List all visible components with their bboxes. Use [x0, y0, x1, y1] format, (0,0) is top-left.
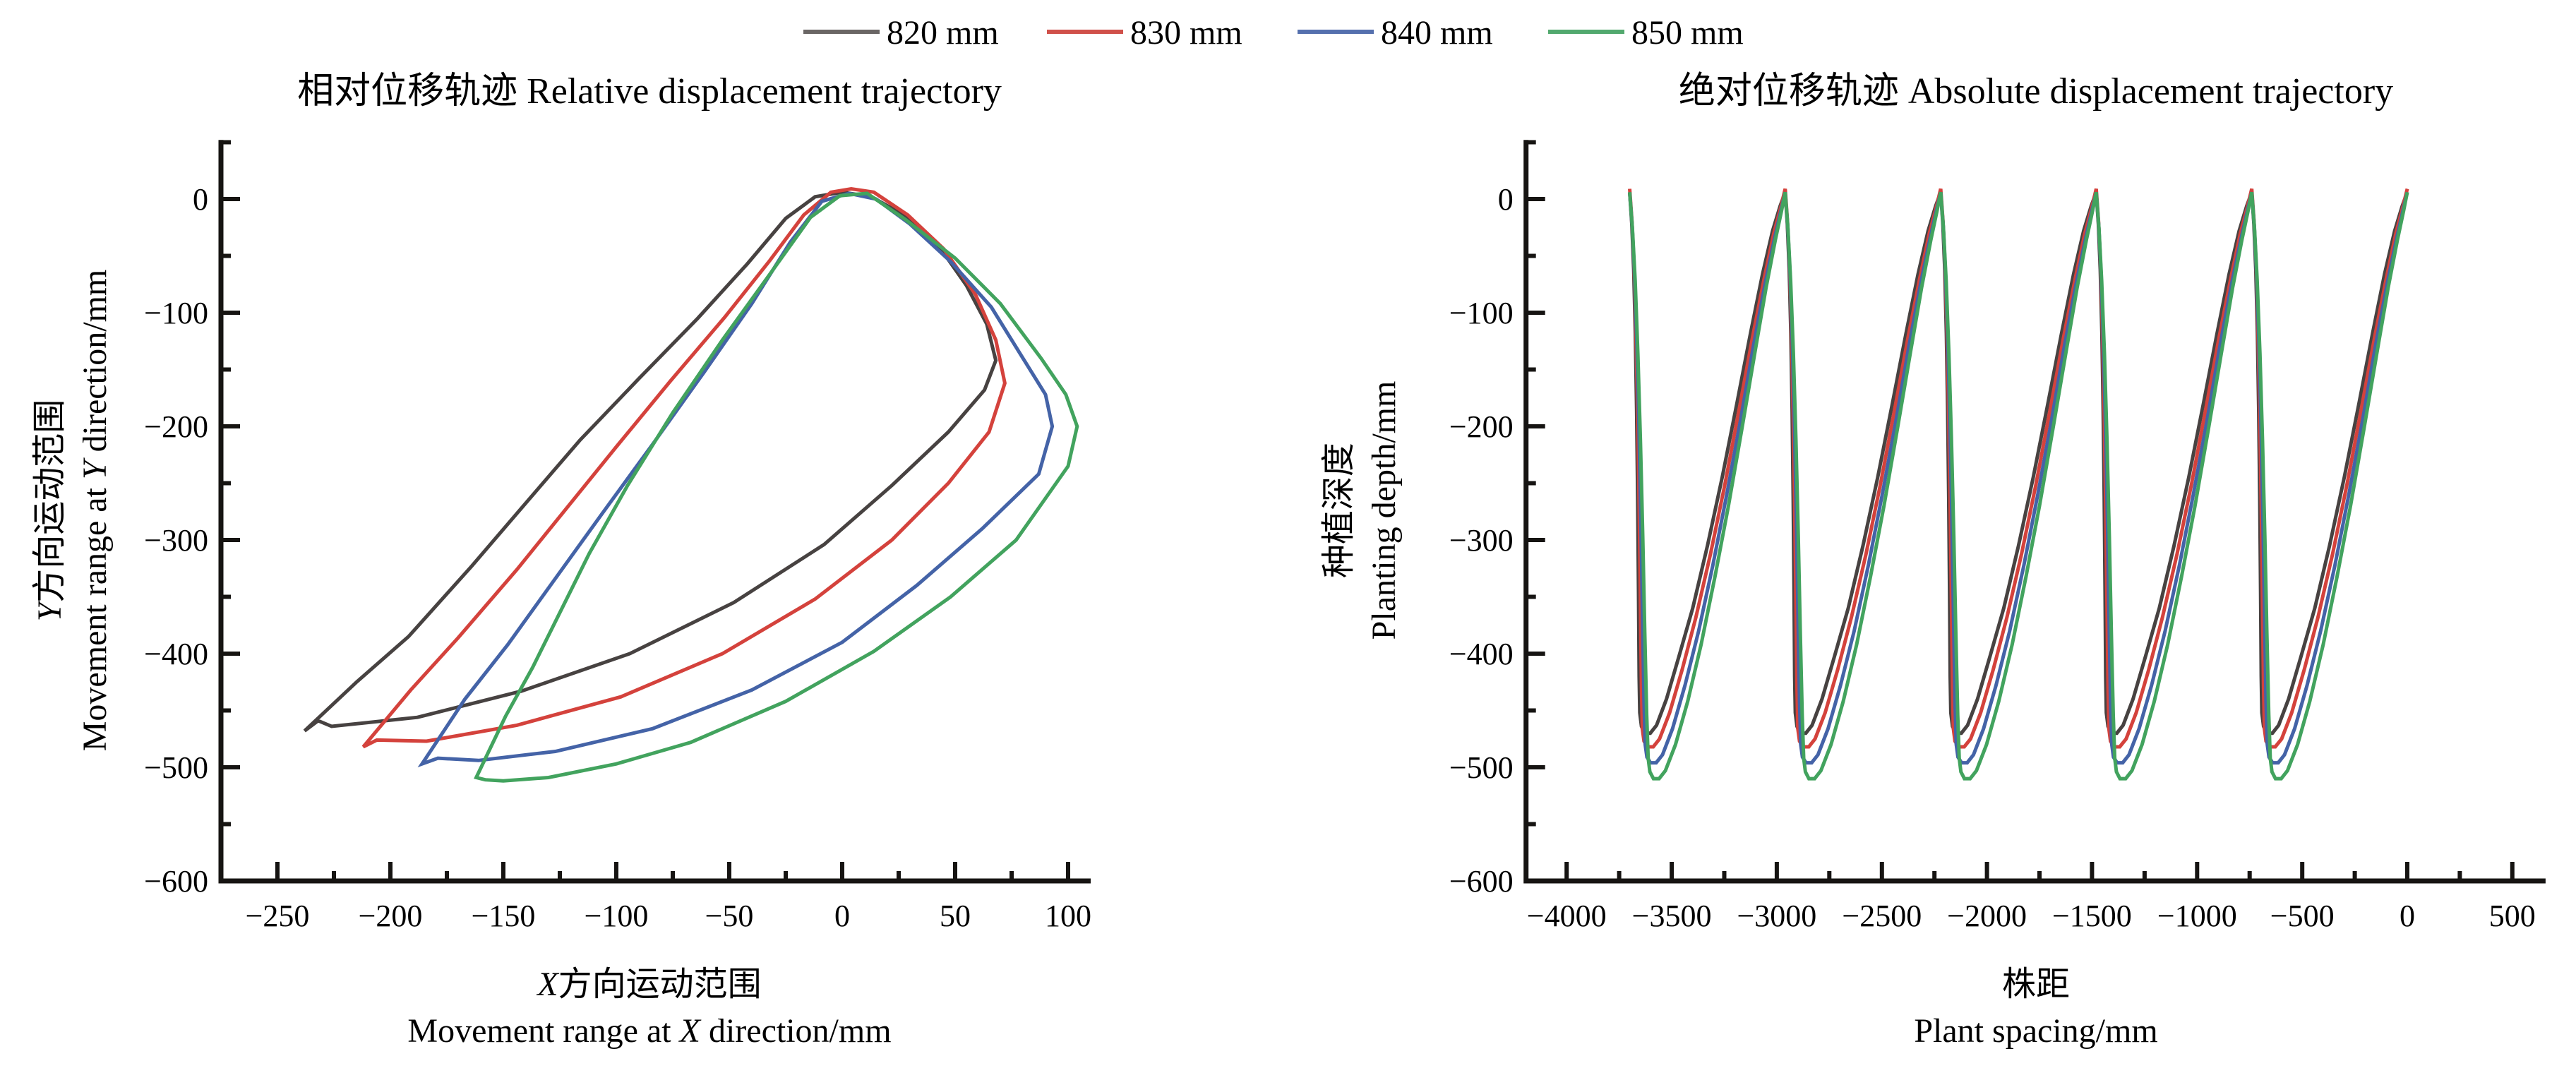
curve-830mm: [1628, 188, 2409, 749]
curve-840mm: [1628, 191, 2409, 765]
y-tick-label: −600: [144, 864, 208, 899]
x-tick-label: 0: [834, 899, 850, 933]
y-tick-label: −500: [1449, 750, 1514, 785]
curve-820mm: [1628, 191, 2409, 736]
ticks: [1526, 140, 2515, 883]
plots-layer: −250 −200 −150 −100 −50 0 50 1000−100−200−300−4…: [144, 140, 2546, 933]
y-tick-label: −400: [1449, 637, 1514, 671]
x-tick-label: 50: [940, 899, 971, 933]
legend-item-label: 830 mm: [1130, 14, 1242, 52]
curve-820mm: [303, 190, 998, 733]
left-yaxis-label-zh: Y方向运动范围: [31, 400, 68, 622]
y-tick-label: −300: [144, 523, 208, 558]
legend-item-840mm: 840 mm: [1298, 14, 1493, 52]
curve-850mm: [474, 191, 1079, 783]
ticks: [221, 140, 1070, 883]
x-tick-label: −250: [246, 899, 310, 933]
x-tick-label: −150: [472, 899, 536, 933]
y-tick-label: −200: [144, 409, 208, 444]
left-plot: −250 −200 −150 −100 −50 0 50 1000−100−200−300−4…: [144, 140, 1091, 933]
left-chart-title: 相对位移轨迹 Relative displacement trajectory: [297, 71, 1002, 112]
y-tick-label: −300: [1449, 523, 1514, 558]
x-tick-label: −100: [585, 899, 649, 933]
y-tick-label: −100: [1449, 296, 1514, 330]
x-tick-label: −1500: [2052, 899, 2132, 933]
x-tick-label: −3500: [1632, 899, 1712, 933]
x-tick-label: −1000: [2157, 899, 2237, 933]
x-tick-label: −2000: [1947, 899, 2027, 933]
x-tick-label: 100: [1045, 899, 1091, 933]
x-tick-label: −2500: [1842, 899, 1922, 933]
y-tick-label: 0: [193, 182, 208, 217]
curves: [1628, 188, 2409, 781]
right-yaxis-label-zh: 种植深度: [1320, 443, 1358, 578]
x-tick-label: −500: [2270, 899, 2335, 933]
x-tick-label: 0: [2400, 899, 2415, 933]
curve-850mm: [1628, 191, 2409, 781]
legend-item-830mm: 830 mm: [1047, 14, 1242, 52]
curve-830mm: [361, 186, 1007, 749]
tick-labels: −250 −200 −150 −100 −50 0 50 1000−100−200−300−4…: [144, 182, 1091, 933]
curve-840mm: [417, 191, 1055, 768]
right-chart-title: 绝对位移轨迹 Absolute displacement trajectory: [1679, 71, 2393, 112]
right-plot: −4000 −3500 −3000 −2500 −2000 −1500 −1000 −500 0…: [1449, 140, 2546, 933]
y-tick-label: −400: [144, 637, 208, 671]
axis-spines: [218, 140, 1091, 884]
left-xaxis-label-zh: X方向运动范围: [536, 966, 761, 1003]
x-tick-label: −4000: [1527, 899, 1607, 933]
x-tick-label: −200: [359, 899, 423, 933]
legend-item-label: 840 mm: [1381, 14, 1493, 52]
curves: [303, 186, 1079, 783]
x-tick-label: −3000: [1737, 899, 1816, 933]
y-tick-label: −200: [1449, 409, 1514, 444]
y-tick-label: −100: [144, 296, 208, 330]
y-tick-label: −500: [144, 750, 208, 785]
y-tick-label: 0: [1498, 182, 1514, 217]
legend: 820 mm 830 mm 840 mm 850 mm: [803, 14, 1744, 52]
tick-labels: −4000 −3500 −3000 −2500 −2000 −1500 −1000 −500 0…: [1449, 182, 2536, 933]
legend-item-label: 850 mm: [1631, 14, 1744, 52]
x-tick-label: 500: [2489, 899, 2536, 933]
right-xaxis-label-en: Plant spacing/mm: [1914, 1012, 2157, 1050]
legend-item-label: 820 mm: [887, 14, 999, 52]
right-yaxis-label-en: Planting depth/mm: [1365, 381, 1403, 640]
left-yaxis-label-en: Movement range at Y direction/mm: [76, 270, 114, 752]
y-tick-label: −600: [1449, 864, 1514, 899]
right-xaxis-label-zh: 株距: [2002, 966, 2070, 1003]
legend-item-820mm: 820 mm: [803, 14, 999, 52]
x-tick-label: −50: [705, 899, 754, 933]
left-xaxis-label-en: Movement range at X direction/mm: [407, 1012, 891, 1050]
legend-item-850mm: 850 mm: [1548, 14, 1744, 52]
